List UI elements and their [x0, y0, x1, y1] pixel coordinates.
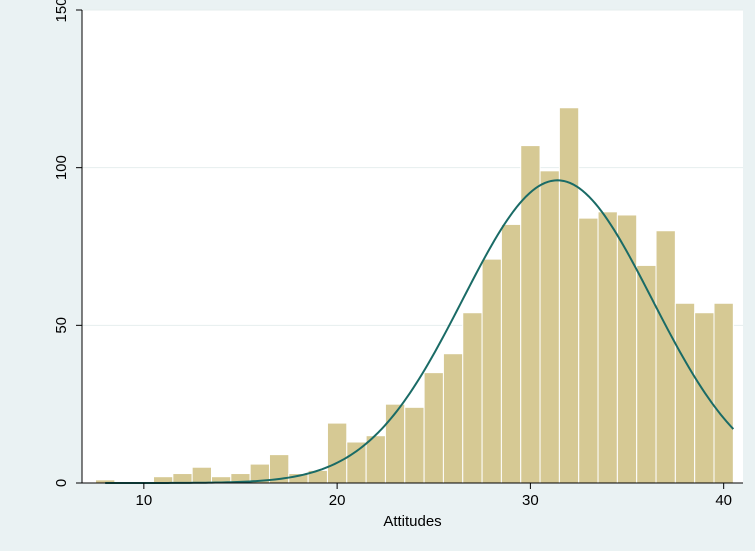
histogram-bar: [500, 223, 522, 484]
axes: [81, 10, 743, 484]
histogram-bar: [442, 353, 464, 484]
histogram-bar: [539, 170, 560, 484]
histogram-bar: [404, 406, 425, 484]
histogram-bar: [694, 312, 715, 484]
tick-labels: 0 50 100 150 10 20 30 40: [53, 0, 732, 509]
y-tick-label: 50: [53, 317, 70, 334]
histogram-bar: [674, 302, 696, 484]
histogram-bar: [655, 230, 676, 484]
x-tick-label: 10: [136, 492, 153, 509]
y-tick-label: 100: [53, 155, 70, 180]
histogram-bar: [597, 211, 618, 484]
histogram-bar: [365, 435, 386, 484]
histogram-bar: [462, 312, 483, 484]
x-tick-label: 20: [329, 492, 346, 509]
x-tick-label: 40: [715, 492, 732, 509]
histogram-bar: [326, 422, 348, 484]
histogram-bar: [172, 473, 193, 484]
histogram-bar: [481, 258, 502, 484]
histogram-bar: [191, 466, 212, 484]
histogram-bar: [384, 403, 406, 484]
histogram-bar: [423, 372, 444, 484]
histogram-bar: [520, 145, 541, 484]
x-axis-label: Attitudes: [383, 513, 441, 530]
histogram-bar: [616, 214, 638, 484]
histogram-bar: [346, 441, 367, 484]
histogram-bar: [636, 264, 657, 484]
y-tick-label: 0: [53, 479, 70, 487]
y-tick-label: 150: [53, 0, 70, 23]
histogram-bar: [558, 107, 580, 484]
x-tick-label: 30: [522, 492, 539, 509]
histogram-bars: [95, 107, 734, 484]
histogram-bar: [578, 217, 599, 484]
histogram-bar: [713, 302, 734, 484]
